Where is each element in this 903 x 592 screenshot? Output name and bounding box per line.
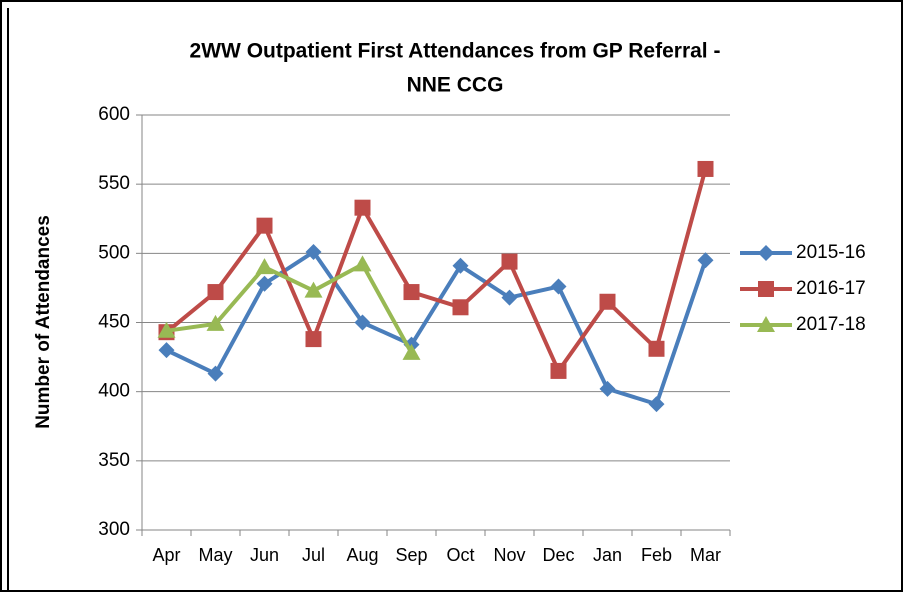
marker	[256, 217, 273, 234]
marker	[550, 278, 567, 295]
marker	[157, 321, 176, 338]
marker	[758, 245, 774, 261]
y-tick-label: 600	[98, 104, 130, 125]
series-line	[165, 249, 708, 407]
marker	[305, 243, 322, 260]
marker	[757, 316, 775, 332]
x-tick-label: Feb	[641, 545, 672, 565]
x-tick-label: Apr	[152, 545, 180, 565]
marker	[550, 362, 567, 379]
chart-title: 2WW Outpatient First Attendances from GP…	[190, 40, 721, 63]
marker	[452, 257, 469, 274]
marker	[599, 380, 616, 397]
y-tick-label: 500	[98, 242, 130, 263]
marker	[305, 331, 322, 348]
series-line	[166, 262, 414, 354]
marker	[648, 340, 665, 357]
series-line	[165, 168, 708, 373]
marker	[758, 281, 774, 297]
x-tick-label: Oct	[446, 545, 474, 565]
chart-title: NNE CCG	[407, 74, 504, 97]
marker	[158, 342, 175, 359]
marker	[207, 284, 224, 301]
marker	[304, 281, 323, 298]
x-tick-label: Dec	[542, 545, 574, 565]
marker	[599, 293, 616, 310]
y-tick-label: 550	[98, 173, 130, 194]
legend-label: 2016-17	[796, 278, 866, 299]
y-axis-title: Number of Attendances	[33, 215, 54, 429]
x-tick-label: Sep	[395, 545, 427, 565]
x-tick-label: Jan	[593, 545, 622, 565]
x-tick-label: Jul	[302, 545, 325, 565]
x-tick-label: May	[198, 545, 232, 565]
y-tick-label: 400	[98, 381, 130, 402]
marker	[697, 252, 714, 269]
marker	[501, 253, 518, 270]
y-tick-label: 350	[98, 450, 130, 471]
x-tick-label: Jun	[250, 545, 279, 565]
legend-label: 2017-18	[796, 314, 866, 335]
marker	[452, 299, 469, 316]
marker	[697, 160, 714, 177]
y-tick-label: 450	[98, 312, 130, 333]
marker	[501, 289, 518, 306]
marker	[256, 275, 273, 292]
marker	[206, 314, 225, 331]
y-tick-label: 300	[98, 519, 130, 540]
legend-label: 2015-16	[796, 242, 866, 263]
marker	[354, 314, 371, 331]
marker	[402, 343, 421, 360]
x-tick-label: Mar	[690, 545, 721, 565]
marker	[255, 258, 274, 275]
marker	[648, 396, 665, 413]
marker	[403, 284, 420, 301]
x-tick-label: Nov	[493, 545, 525, 565]
x-tick-label: Aug	[346, 545, 378, 565]
marker	[354, 199, 371, 216]
marker	[207, 365, 224, 382]
marker	[353, 255, 372, 272]
